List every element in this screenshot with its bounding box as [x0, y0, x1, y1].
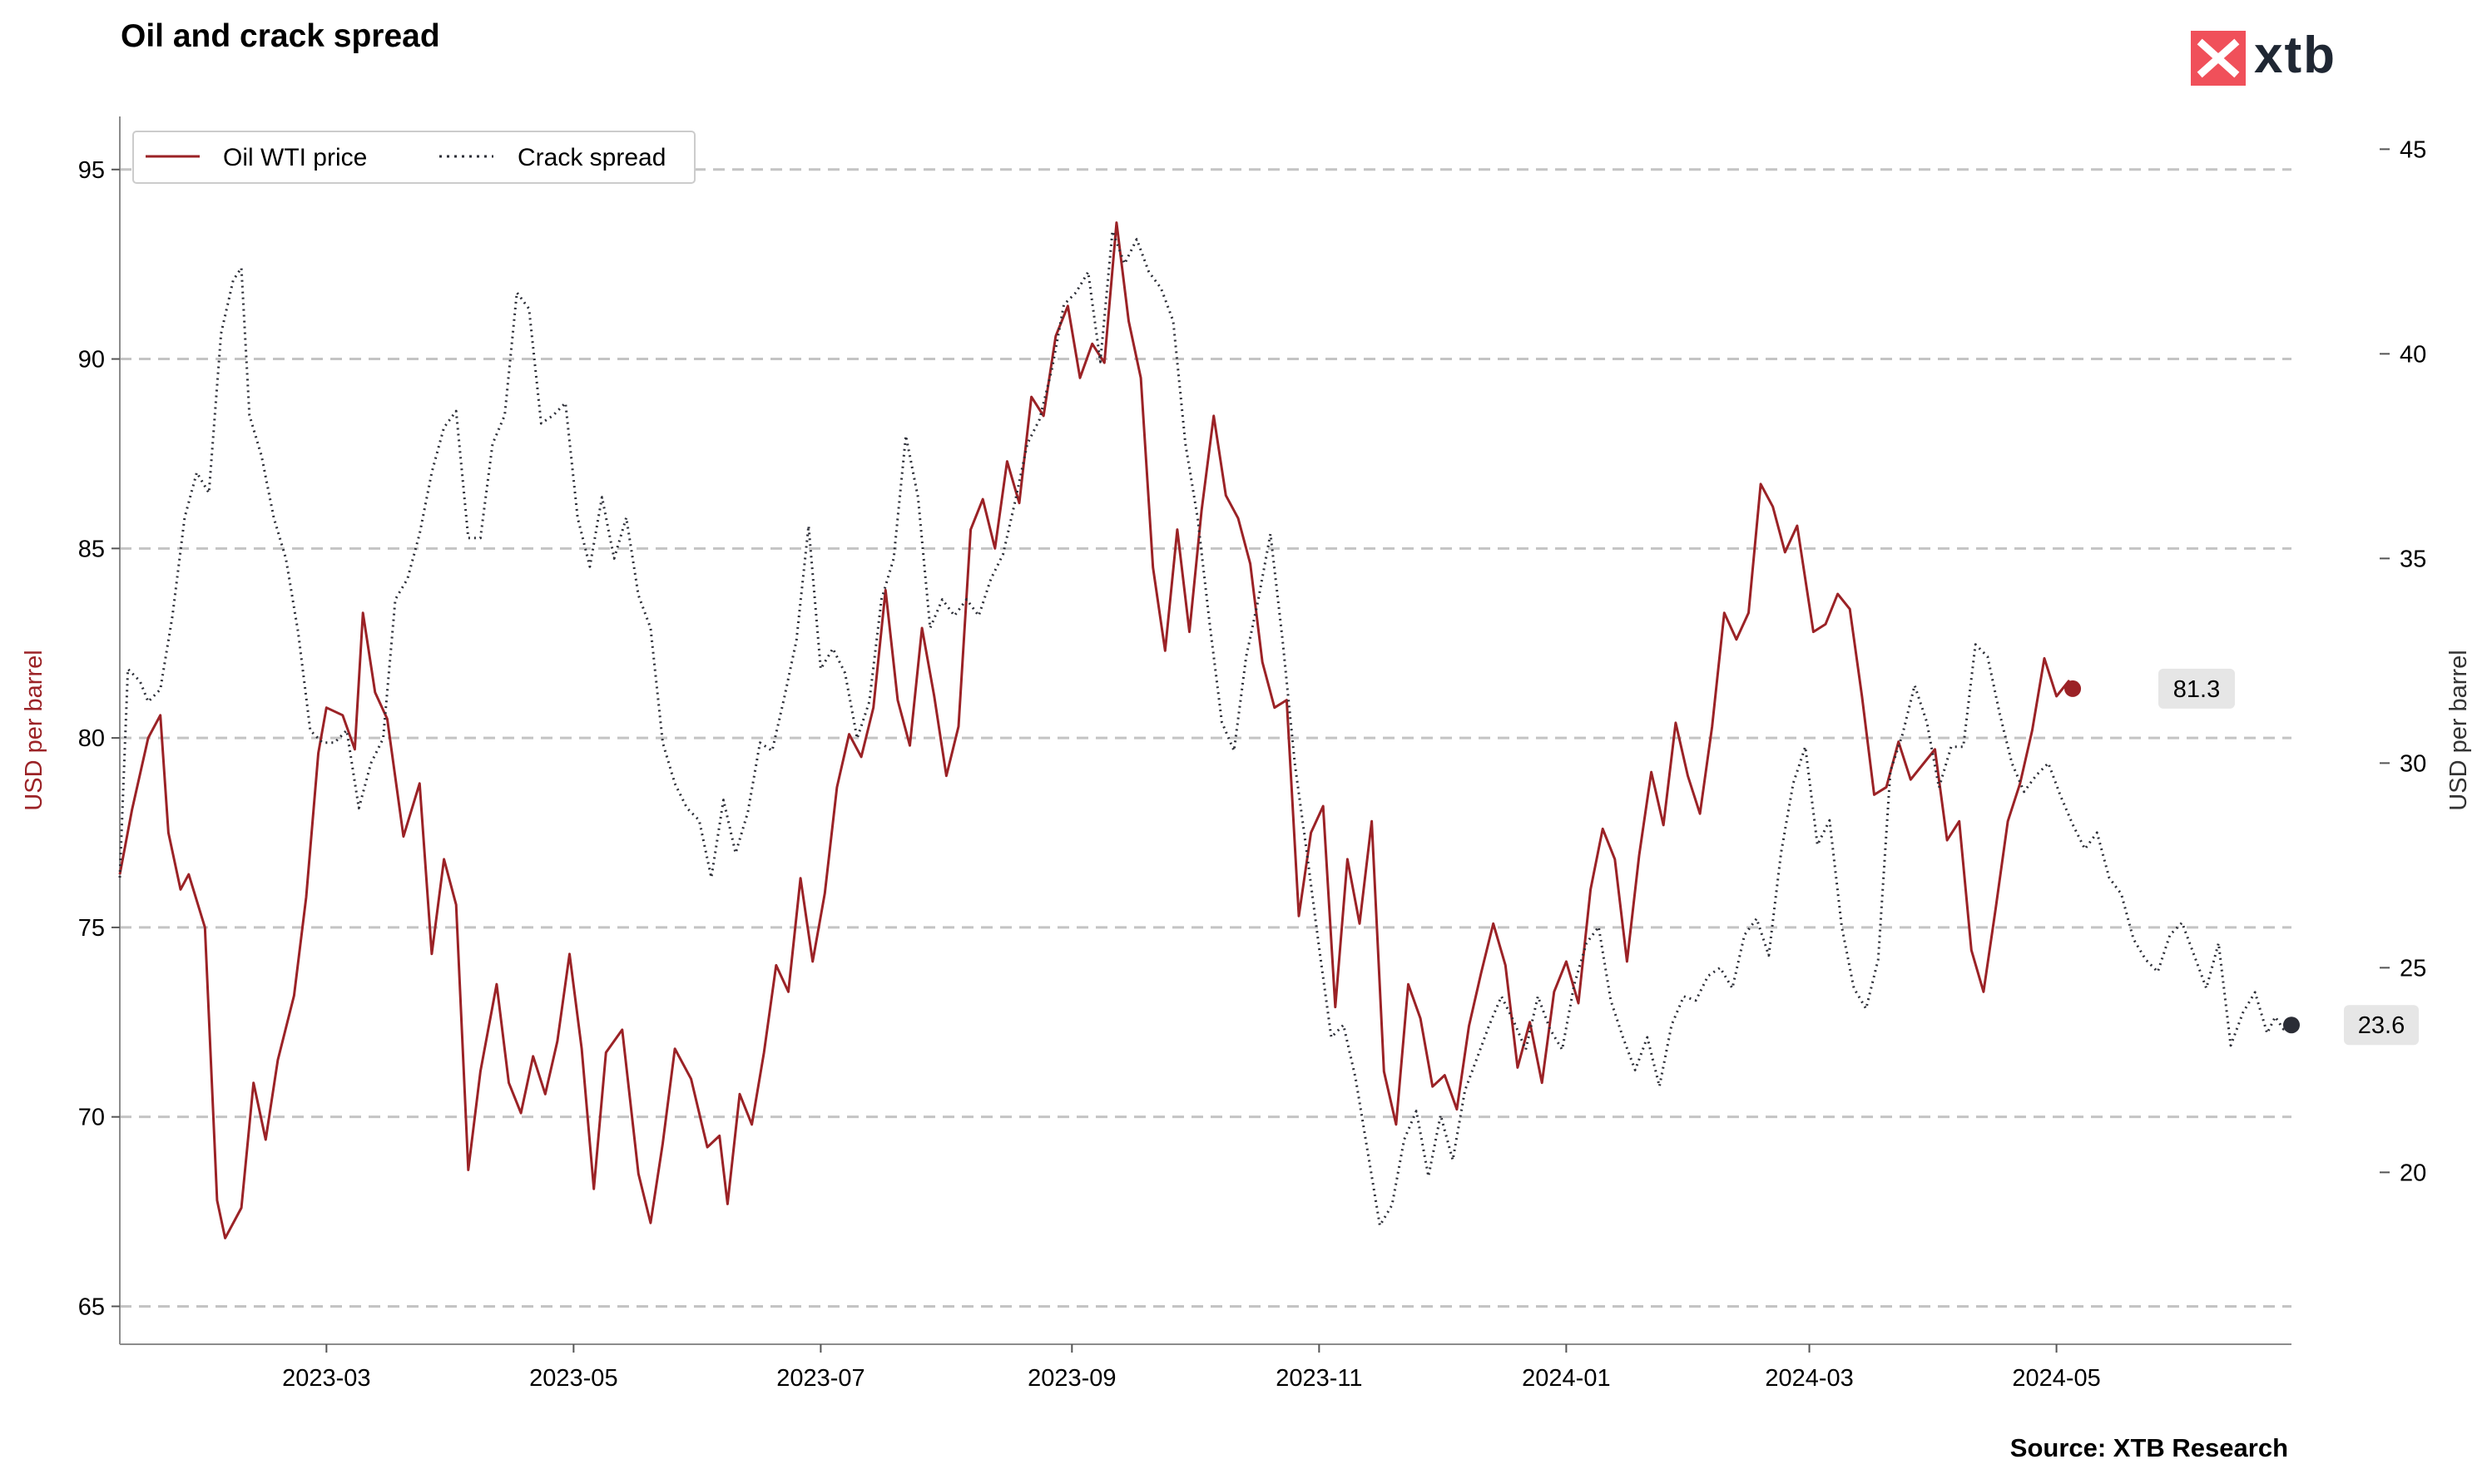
y-left-tick-label: 70	[78, 1105, 105, 1131]
crack-end-marker	[2283, 1017, 2300, 1034]
tick-labels: 65 70 75 80 85 90 95 20 25 30 35 40 45 2023-03 2023-05…	[78, 136, 2427, 1392]
y-right-tick-label: 20	[2400, 1160, 2426, 1186]
xtb-logo: xtb	[2191, 27, 2341, 86]
crack-spread-line	[118, 230, 2292, 1227]
x-tick-label: 2023-05	[529, 1365, 617, 1392]
y-left-tick-label: 85	[78, 536, 105, 562]
y-right-tick-label: 30	[2400, 750, 2426, 777]
x-tick-label: 2024-05	[2012, 1365, 2100, 1392]
left-axis-label: USD per barrel	[21, 650, 47, 810]
logo-text: xtb	[2254, 27, 2336, 84]
y-right-tick-label: 35	[2400, 546, 2426, 572]
x-tick-label: 2024-01	[1522, 1365, 1610, 1392]
y-left-tick-label: 65	[78, 1294, 105, 1320]
series	[118, 221, 2292, 1239]
crack-end-label: 23.6	[2358, 1012, 2405, 1039]
x-tick-label: 2023-09	[1028, 1365, 1116, 1392]
source-note: Source: XTB Research	[2009, 1433, 2288, 1462]
oil-end-label: 81.3	[2173, 676, 2220, 703]
crack-end-label-box	[2344, 1005, 2419, 1046]
legend: Oil WTI price Crack spread	[132, 131, 696, 184]
y-left-tick-label: 75	[78, 915, 105, 942]
axes	[119, 116, 2291, 1345]
oil-end-marker	[2064, 680, 2082, 697]
x-tick-label: 2023-11	[1276, 1365, 1362, 1392]
y-right-tick-label: 40	[2400, 341, 2426, 368]
right-axis-label: USD per barrel	[2445, 650, 2472, 810]
legend-box	[132, 131, 696, 184]
y-left-tick-label: 80	[78, 725, 105, 752]
legend-crack-label: Crack spread	[518, 144, 666, 171]
y-right-tick-label: 25	[2400, 955, 2426, 982]
end-markers: 81.3 23.6	[2064, 668, 2419, 1046]
x-tick-label: 2023-07	[776, 1365, 865, 1392]
chart-title: Oil and crack spread	[121, 18, 440, 54]
y-left-tick-label: 95	[78, 157, 105, 184]
x-tick-label: 2024-03	[1765, 1365, 1853, 1392]
legend-oil-label: Oil WTI price	[223, 144, 367, 171]
oil-wti-line	[118, 221, 2074, 1239]
gridlines	[120, 168, 2291, 1308]
y-left-tick-label: 90	[78, 347, 105, 373]
logo-mark-icon	[2191, 31, 2246, 86]
oil-end-label-box	[2158, 668, 2235, 709]
x-tick-label: 2023-03	[282, 1365, 370, 1392]
y-right-tick-label: 45	[2400, 136, 2426, 163]
